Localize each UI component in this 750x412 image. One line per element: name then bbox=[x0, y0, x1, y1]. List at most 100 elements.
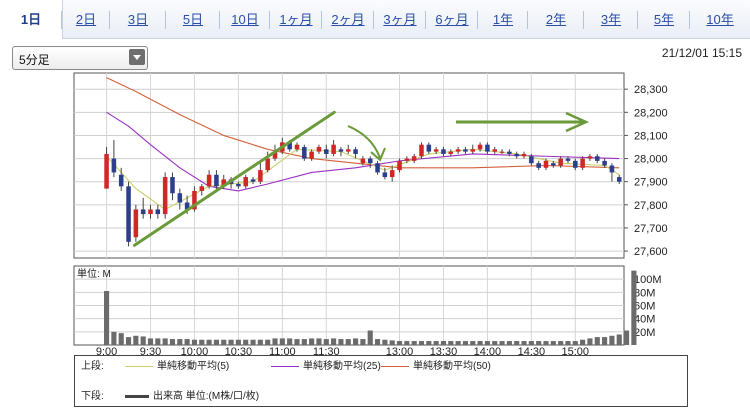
candle-body bbox=[309, 151, 314, 159]
volume-unit-label: 単位: M bbox=[77, 267, 111, 280]
price-tick-label: 27,600 bbox=[634, 246, 668, 258]
volume-bar bbox=[499, 341, 505, 345]
tab-9[interactable]: 6ヶ月 bbox=[435, 12, 469, 27]
volume-bar bbox=[140, 336, 146, 345]
tab-6[interactable]: 1ヶ月 bbox=[279, 12, 313, 27]
volume-bar bbox=[624, 330, 630, 345]
price-tick-label: 28,100 bbox=[634, 130, 668, 142]
legend-item-volume: 出来高 単位:(M株/口/枚) bbox=[121, 390, 259, 404]
candle-body bbox=[272, 151, 278, 159]
tab-13[interactable]: 5年 bbox=[653, 12, 675, 27]
tab-7[interactable]: 2ヶ月 bbox=[331, 12, 365, 27]
candle-body bbox=[316, 147, 322, 152]
legend-upper-row: 上段: 単純移動平均(5) 単純移動平均(25) 単純移動平均(50) bbox=[81, 360, 491, 374]
price-tick-label: 27,700 bbox=[634, 223, 668, 235]
volume-bar bbox=[382, 339, 388, 345]
price-tick-label: 27,800 bbox=[634, 200, 668, 212]
volume-bar bbox=[536, 341, 542, 345]
candle-body bbox=[177, 193, 183, 203]
candle-body bbox=[609, 165, 615, 173]
tab-14[interactable]: 10年 bbox=[706, 12, 734, 27]
volume-bar bbox=[506, 341, 512, 345]
volume-bar bbox=[228, 339, 234, 345]
legend-label-volume: 出来高 単位:(M株/口/枚) bbox=[153, 391, 260, 402]
volume-tick-label: 40M bbox=[634, 314, 655, 326]
candle-body bbox=[250, 179, 256, 182]
volume-tick-label: 60M bbox=[634, 301, 655, 313]
candle-body bbox=[492, 149, 498, 152]
candle-body bbox=[367, 158, 373, 164]
tab-separator bbox=[425, 11, 426, 29]
tab-8[interactable]: 3ヶ月 bbox=[383, 12, 417, 27]
candle-body bbox=[258, 170, 263, 182]
volume-bar bbox=[118, 333, 124, 345]
tab-11[interactable]: 2年 bbox=[545, 12, 567, 27]
volume-bar bbox=[396, 341, 403, 345]
volume-bar bbox=[206, 339, 212, 345]
candle-body bbox=[397, 160, 402, 171]
price-tick-label: 27,900 bbox=[634, 177, 668, 189]
interval-select[interactable]: 5分足 bbox=[12, 46, 148, 70]
volume-bar bbox=[104, 291, 110, 345]
legend-label-ma50: 単純移動平均(50) bbox=[413, 361, 491, 372]
tab-4[interactable]: 5日 bbox=[182, 12, 204, 27]
downward-arrow bbox=[347, 125, 381, 159]
candle-body bbox=[243, 177, 248, 187]
candle-body bbox=[360, 158, 366, 164]
volume-bar bbox=[250, 339, 256, 345]
candle-body bbox=[184, 202, 190, 210]
volume-bar bbox=[316, 338, 322, 345]
price-tick-label: 28,300 bbox=[634, 84, 668, 96]
candle-body bbox=[507, 151, 512, 154]
volume-bar bbox=[455, 341, 461, 345]
candle-body bbox=[558, 158, 563, 166]
candle-body bbox=[236, 184, 241, 187]
legend-box: 上段: 単純移動平均(5) 単純移動平均(25) 単純移動平均(50) 下段: … bbox=[74, 355, 688, 407]
candle-body bbox=[353, 149, 358, 154]
tab-separator bbox=[165, 11, 166, 29]
legend-label-ma25: 単純移動平均(25) bbox=[303, 361, 381, 372]
volume-bar bbox=[338, 339, 344, 345]
tab-5[interactable]: 10日 bbox=[231, 12, 259, 27]
chevron-down-icon[interactable] bbox=[129, 49, 145, 65]
volume-bar bbox=[235, 339, 241, 345]
volume-bar bbox=[353, 338, 359, 345]
legend-item-ma50: 単純移動平均(50) bbox=[377, 360, 491, 374]
candle-body bbox=[463, 149, 468, 152]
candle-body bbox=[214, 174, 219, 187]
volume-tick-label: 100M bbox=[634, 274, 662, 286]
candle-body bbox=[573, 160, 578, 168]
legend-item-ma25: 単純移動平均(25) bbox=[267, 360, 381, 374]
legend-item-ma5: 単純移動平均(5) bbox=[121, 360, 229, 374]
legend-line-ma25 bbox=[271, 365, 299, 367]
tab-separator bbox=[689, 11, 690, 29]
tab-3[interactable]: 3日 bbox=[127, 12, 149, 27]
volume-tick-label: 80M bbox=[634, 287, 655, 299]
volume-bar bbox=[345, 339, 351, 345]
volume-bar bbox=[477, 341, 483, 345]
candle-body bbox=[199, 186, 205, 191]
candle-body bbox=[521, 153, 527, 157]
volume-bar bbox=[155, 338, 161, 345]
candle-body bbox=[192, 190, 197, 210]
tab-1[interactable]: 1日 bbox=[0, 0, 63, 39]
tab-2[interactable]: 2日 bbox=[75, 12, 97, 27]
volume-bar bbox=[279, 338, 285, 345]
volume-bar bbox=[389, 340, 395, 345]
tab-12[interactable]: 3年 bbox=[600, 12, 622, 27]
volume-bar bbox=[287, 338, 293, 345]
candle-body bbox=[375, 163, 380, 173]
volume-bar bbox=[521, 341, 527, 345]
period-tab-bar: 1日 2日 3日 5日 10日 1ヶ月 2ヶ月 3ヶ月 6ヶ月 1年 2年 3年 5年 10年 bbox=[0, 0, 750, 39]
legend-lower-row: 下段: 出来高 単位:(M株/口/枚) bbox=[81, 390, 259, 404]
legend-label-ma5: 単純移動平均(5) bbox=[157, 361, 230, 372]
volume-bar bbox=[411, 341, 417, 345]
candle-body bbox=[433, 149, 439, 152]
candle-body bbox=[587, 156, 593, 159]
tab-10[interactable]: 1年 bbox=[492, 12, 514, 27]
volume-bar bbox=[272, 338, 278, 345]
candle-body bbox=[404, 158, 410, 161]
volume-bar bbox=[602, 337, 608, 345]
volume-bar bbox=[213, 339, 219, 345]
candle-body bbox=[206, 174, 212, 187]
